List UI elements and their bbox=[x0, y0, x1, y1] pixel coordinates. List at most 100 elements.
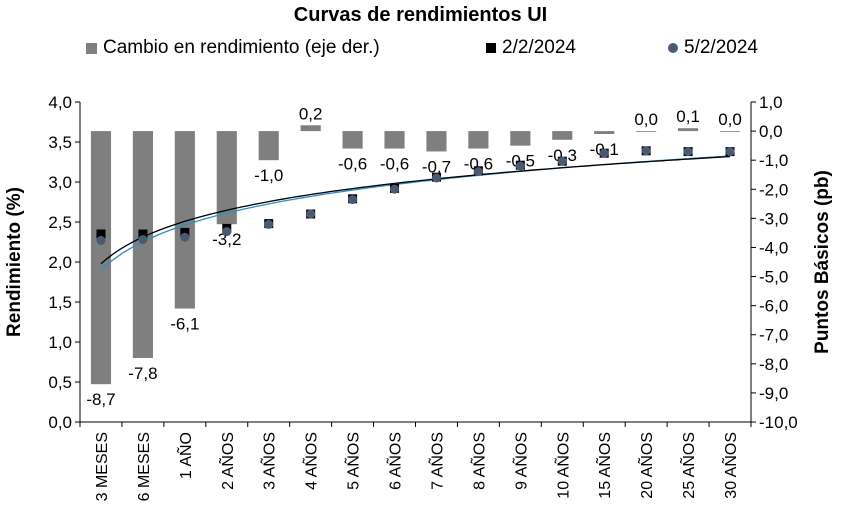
marker-5-2-2024 bbox=[306, 209, 316, 219]
marker-5-2-2024 bbox=[264, 219, 274, 229]
marker-5-2-2024 bbox=[515, 161, 525, 171]
bar bbox=[90, 131, 112, 385]
bar bbox=[636, 131, 657, 132]
bar bbox=[594, 131, 615, 134]
bar bbox=[300, 125, 321, 132]
bar bbox=[552, 131, 573, 140]
y-axis-title: Rendimiento (%) bbox=[4, 187, 25, 337]
marker-5-2-2024 bbox=[390, 184, 400, 194]
y2-tick-label: -2,0 bbox=[759, 180, 788, 199]
y2-tick-label: -7,0 bbox=[759, 326, 788, 345]
bar bbox=[258, 131, 279, 161]
marker-5-2-2024 bbox=[180, 232, 190, 242]
bar-label: 0,0 bbox=[718, 110, 742, 129]
x-tick-label: 15 AÑOS bbox=[594, 432, 614, 499]
x-tick-label: 6 AÑOS bbox=[385, 432, 405, 490]
y2-tick-label: -5,0 bbox=[759, 268, 788, 287]
bar-label: -0,6 bbox=[380, 155, 409, 174]
x-tick-label: 9 AÑOS bbox=[510, 432, 530, 490]
bar bbox=[719, 131, 741, 132]
bar-label: -3,2 bbox=[212, 230, 241, 249]
marker-5-2-2024 bbox=[641, 146, 651, 156]
y-tick-label: 2,5 bbox=[48, 213, 72, 232]
legend-circle-swatch bbox=[668, 43, 678, 53]
bar bbox=[342, 131, 363, 149]
y-tick-label: 0,5 bbox=[48, 373, 72, 392]
marker-2-2-2024 bbox=[96, 229, 106, 239]
legend-item-series2: 5/2/2024 bbox=[668, 37, 758, 59]
marker-5-2-2024 bbox=[348, 195, 358, 205]
chart-title: Curvas de rendimientos UI bbox=[293, 4, 548, 26]
x-tick-label: 1 AÑO bbox=[175, 432, 195, 479]
bar-label: -0,7 bbox=[422, 157, 451, 176]
marker-5-2-2024 bbox=[96, 235, 106, 245]
bar bbox=[510, 131, 531, 146]
y-tick-label: 0,0 bbox=[48, 413, 72, 432]
bar bbox=[678, 128, 699, 132]
marker-5-2-2024 bbox=[557, 156, 567, 166]
legend-item-bars: Cambio en rendimiento (eje der.) bbox=[86, 37, 380, 59]
x-tick-label: 20 AÑOS bbox=[636, 432, 656, 499]
bar bbox=[468, 131, 489, 149]
x-tick-label: 25 AÑOS bbox=[678, 432, 698, 499]
bar-label: -1,0 bbox=[254, 166, 283, 185]
x-tick-label: 4 AÑOS bbox=[301, 432, 321, 490]
x-tick-label: 3 MESES bbox=[94, 432, 111, 501]
bar-label: -7,8 bbox=[128, 364, 157, 383]
marker-5-2-2024 bbox=[473, 167, 483, 177]
x-tick-label: 6 MESES bbox=[136, 432, 153, 501]
bar-label: 0,2 bbox=[299, 104, 323, 123]
x-tick-label: 8 AÑOS bbox=[468, 432, 488, 490]
y-tick-label: 3,0 bbox=[48, 173, 72, 192]
bar-label: -6,1 bbox=[170, 315, 199, 334]
marker-2-2-2024 bbox=[138, 229, 148, 239]
y-tick-label: 1,5 bbox=[48, 293, 72, 312]
x-tick-label: 7 AÑOS bbox=[426, 432, 446, 490]
bar-label: -0,6 bbox=[464, 155, 493, 174]
x-tick-label: 10 AÑOS bbox=[552, 432, 572, 499]
marker-5-2-2024 bbox=[599, 148, 609, 158]
bar bbox=[426, 131, 447, 152]
legend: Cambio en rendimiento (eje der.) 2/2/202… bbox=[0, 37, 841, 61]
trendline-2-2-2024 bbox=[100, 155, 731, 265]
marker-5-2-2024 bbox=[138, 235, 148, 245]
marker-5-2-2024 bbox=[725, 147, 735, 157]
marker-5-2-2024 bbox=[683, 147, 693, 157]
y2-tick-label: -10,0 bbox=[759, 413, 798, 432]
marker-5-2-2024 bbox=[431, 173, 441, 183]
legend-item-series1: 2/2/2024 bbox=[486, 37, 576, 59]
legend-label-series2: 5/2/2024 bbox=[684, 37, 758, 58]
y2-tick-label: -9,0 bbox=[759, 384, 788, 403]
y2-tick-label: -4,0 bbox=[759, 238, 788, 257]
legend-bar-swatch bbox=[86, 42, 97, 54]
x-tick-label: 2 AÑOS bbox=[217, 432, 237, 490]
y-tick-label: 2,0 bbox=[48, 253, 72, 272]
marker-2-2-2024 bbox=[180, 227, 190, 237]
x-tick-label: 3 AÑOS bbox=[259, 432, 279, 490]
y2-tick-label: 1,0 bbox=[759, 93, 783, 112]
bar bbox=[384, 131, 405, 149]
y2-tick-label: -1,0 bbox=[759, 151, 788, 170]
marker-5-2-2024 bbox=[222, 227, 232, 237]
bar bbox=[132, 131, 153, 358]
legend-label-bars: Cambio en rendimiento (eje der.) bbox=[103, 37, 380, 58]
bar-label: -0,3 bbox=[548, 146, 577, 165]
bar-label: -8,7 bbox=[86, 390, 115, 409]
y2-axis-title: Puntos Básicos (pb) bbox=[812, 170, 833, 354]
bar-label: 0,1 bbox=[676, 107, 700, 126]
trendline-5-2-2024 bbox=[100, 155, 731, 271]
x-tick-label: 5 AÑOS bbox=[343, 432, 363, 490]
bar bbox=[216, 131, 237, 225]
y2-tick-label: 0,0 bbox=[759, 122, 783, 141]
bar bbox=[174, 131, 195, 309]
bar-label: -0,6 bbox=[338, 155, 367, 174]
y-tick-label: 1,0 bbox=[48, 333, 72, 352]
y2-tick-label: -6,0 bbox=[759, 297, 788, 316]
y-tick-label: 4,0 bbox=[48, 93, 72, 112]
y-tick-label: 3,5 bbox=[48, 133, 72, 152]
legend-square-swatch bbox=[486, 43, 496, 53]
legend-label-series1: 2/2/2024 bbox=[502, 37, 576, 58]
y2-tick-label: -8,0 bbox=[759, 355, 788, 374]
